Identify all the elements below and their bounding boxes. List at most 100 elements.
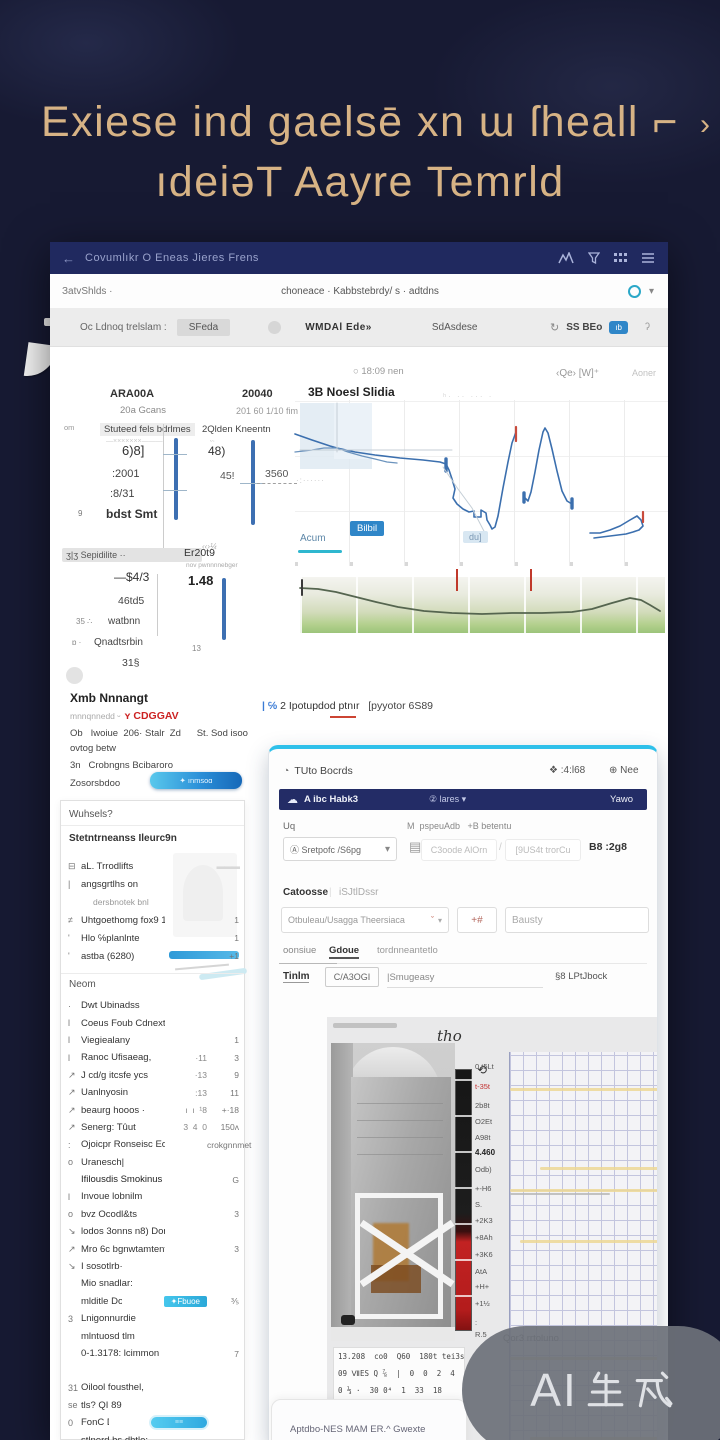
list-item[interactable]: ' Hlo ℅planlnte 1 <box>63 929 244 947</box>
list-item[interactable]: ⊟ aL. Trrodlifts ▬▬▬ <box>63 857 244 875</box>
list-item[interactable]: ↘ I sosotlrb· <box>63 1258 244 1275</box>
menu-icon[interactable] <box>642 253 654 263</box>
item-count: crokgnnmet <box>207 1139 252 1150</box>
row4-label[interactable]: Tinlm <box>283 971 310 983</box>
list-item[interactable]: : Ojoicpr Ronseisc Eoote: crokgnnmet <box>63 1136 252 1153</box>
ghost-button-2[interactable]: [9US4t trorCu <box>505 839 581 861</box>
series-badge-primary[interactable]: Bilbil <box>350 521 385 536</box>
dialog-input-2[interactable]: Bausty <box>505 907 649 933</box>
dialog-menu-center[interactable]: ② lares ▾ <box>429 794 467 804</box>
list-item[interactable]: l Invoue lobnilm <box>63 1188 244 1205</box>
filter-button[interactable]: SFeda <box>176 318 231 336</box>
refresh-icon[interactable]: ↻ <box>549 321 560 334</box>
list-item[interactable]: o bvz Ocodl&ts 3 <box>63 1206 244 1223</box>
tab-active[interactable]: Catoosse <box>283 887 329 898</box>
stat1-label[interactable]: Stuteed fels bdrlmes <box>100 423 195 436</box>
table-row: 09 ⅦES Q ⅞ | 0 0 2 4 <box>338 1369 455 1378</box>
item-label: FonC Dnmerik. <box>81 1417 109 1429</box>
dataset-label[interactable]: WMDAl Ede» <box>305 321 372 333</box>
item-col1: ·13 <box>194 1070 207 1081</box>
list-item[interactable]: Ifilousdis Smokinus c/dite G <box>63 1171 244 1188</box>
stat2-tick1 <box>240 483 264 484</box>
dialog-menu-right[interactable]: Yawo <box>609 794 633 805</box>
stat2-sub: 201 60 1/10 fim <box>236 406 299 416</box>
stat2-label[interactable]: 2Qlden Kneentn <box>202 424 271 435</box>
item-count: ▬▬▬ <box>216 861 241 871</box>
item-col1: 3 4 0 <box>183 1122 207 1133</box>
progress-pill[interactable]: ✦ ınmsoɑ <box>150 772 242 789</box>
list-item[interactable]: 0 FonC Dnmerik. ≡≡ <box>63 1414 244 1432</box>
item-icon: ↗ <box>68 1121 76 1132</box>
list-item[interactable]: l Viegiealany 1 <box>63 1032 244 1049</box>
help-icon[interactable]: ʔ <box>645 321 650 333</box>
list-item[interactable]: ' astba (6280) +1 <box>63 947 244 965</box>
dialog-input-1[interactable]: Otbuleau/Usagga Theersiaca ˇ ▾ <box>281 907 449 933</box>
list-item[interactable]: se tls? QI 89 <box>63 1397 244 1415</box>
peaks-icon[interactable] <box>558 252 574 264</box>
dialog-brand[interactable]: A ibc Habk3 <box>304 794 359 805</box>
item-label: aL. Trrodlifts <box>81 860 134 872</box>
chart-zoom-control[interactable]: ‹Qe› [W]⁺ <box>556 368 600 379</box>
list-item[interactable]: ≠ Uhtgoethomg fox9 1 1 <box>63 911 244 929</box>
chart-axis-label: Acum <box>300 533 326 544</box>
list-item[interactable]: l Coeus Foub Cdnextsmptre <box>63 1014 244 1031</box>
item-button[interactable]: ✦Fbuoe <box>163 1295 207 1307</box>
ai-generated-watermark: AI <box>462 1326 720 1440</box>
list-item[interactable]: ↘ lodos 3onns n8) Dorsooe: <box>63 1223 244 1240</box>
photo-base <box>331 1327 455 1341</box>
list-item[interactable]: Mio snadlar: <box>63 1275 244 1292</box>
lower-pill-label[interactable]: ʒ|ʒ Sepidilite ·· <box>62 548 202 562</box>
dialog-header-meta[interactable]: ❖ :4:l68 <box>549 765 586 776</box>
avatar-placeholder <box>66 667 83 684</box>
photo-crate-frame <box>355 1193 443 1319</box>
subtab-3[interactable]: tordnneantetlo <box>377 945 438 956</box>
row4-input[interactable]: |Smugeasy <box>387 967 543 988</box>
dialog-new-button[interactable]: ⊕ Nee <box>609 765 639 776</box>
sidebar-subtitle: Stetntrneanss Ileurc9n <box>69 833 177 844</box>
list-item[interactable]: ↗ beaurg hooos · ı ı ¹8 +·18 <box>63 1101 244 1118</box>
list-item[interactable]: | angsgrtlhs on <box>63 875 244 893</box>
record-icon[interactable] <box>627 284 641 298</box>
list-item[interactable]: · Dwt Ubinadss <box>63 997 244 1014</box>
list-item[interactable]: 0-1.3178: lcimmon 7 <box>63 1345 244 1362</box>
subtab-2-active[interactable]: Gdoue <box>329 945 360 959</box>
funnel-icon[interactable] <box>588 252 600 264</box>
list-item[interactable]: dersbnotek bnl <box>63 893 244 911</box>
list-item[interactable]: ↗ Uanlnyosin :13 11 <box>63 1084 244 1101</box>
list-item[interactable]: l Ranoc Ufisaeag, ·11 3 <box>63 1049 244 1066</box>
add-button[interactable]: +# <box>457 907 497 933</box>
item-icon: se <box>68 1400 78 1411</box>
axis-tick: R.5 <box>475 1330 487 1339</box>
axis-tick: A98t <box>475 1133 491 1142</box>
back-icon[interactable]: ← <box>62 250 75 266</box>
info-badge[interactable]: ıb <box>609 320 628 334</box>
dialog-select[interactable]: Ⓐ Sretpofc /S6pg ▾ <box>283 837 397 861</box>
list-item[interactable]: 3 Lnigonnurdie <box>63 1310 244 1327</box>
item-button[interactable]: ≡≡ <box>151 1417 207 1429</box>
list-item[interactable]: stlnerd bs dhtle: <box>63 1432 244 1440</box>
chart-mode-label[interactable]: Aoner <box>632 368 657 378</box>
list-item[interactable]: ↗ Mro 6c bgnwtamtentds 1seiu: 3 <box>63 1240 244 1257</box>
row4-right-label[interactable]: §8 LPtJbock <box>555 971 608 982</box>
ghost-button-1[interactable]: C3oode AlOrn <box>421 839 497 861</box>
list-item[interactable]: ↗ Senerg: Tûut 3 4 0 150ʌ <box>63 1119 244 1136</box>
secondary-label[interactable]: SdAsdese <box>431 321 478 333</box>
filter-toolbar: Oc Ldnoq trelslam : SFeda WMDAl Ede» SdA… <box>50 308 668 347</box>
list-item[interactable]: o Uranesch| <box>63 1154 244 1171</box>
main-line-chart[interactable] <box>294 400 668 566</box>
series-badge-secondary[interactable]: du] <box>463 531 488 543</box>
workspace-label[interactable]: ЗatvShlds · <box>62 285 113 297</box>
list-item[interactable]: mlditle Dooneons ✦Fbuoe ⅗ <box>63 1293 244 1310</box>
stat1-value1: 6)8] <box>122 443 145 458</box>
subtab-1[interactable]: oonsiue <box>283 945 317 956</box>
row4-code-box[interactable]: C/A3OGI <box>325 967 379 987</box>
lower1-tiny2: ɒ · <box>72 638 82 647</box>
list-item[interactable]: mlntuosd tlm <box>63 1327 244 1344</box>
chevron-down-icon[interactable]: ▾ <box>648 285 654 297</box>
tab-inactive[interactable]: iSJtlDssr <box>339 887 379 898</box>
list-item[interactable]: 31 Oilool fousthel, <box>63 1379 244 1397</box>
apps-icon[interactable] <box>614 252 628 264</box>
grid-view-icon[interactable]: ▤ <box>409 839 422 854</box>
sheng-glyph <box>587 1371 624 1407</box>
list-item[interactable]: ↗ J cd/g itcsfe ycs ·13 9 <box>63 1067 244 1084</box>
